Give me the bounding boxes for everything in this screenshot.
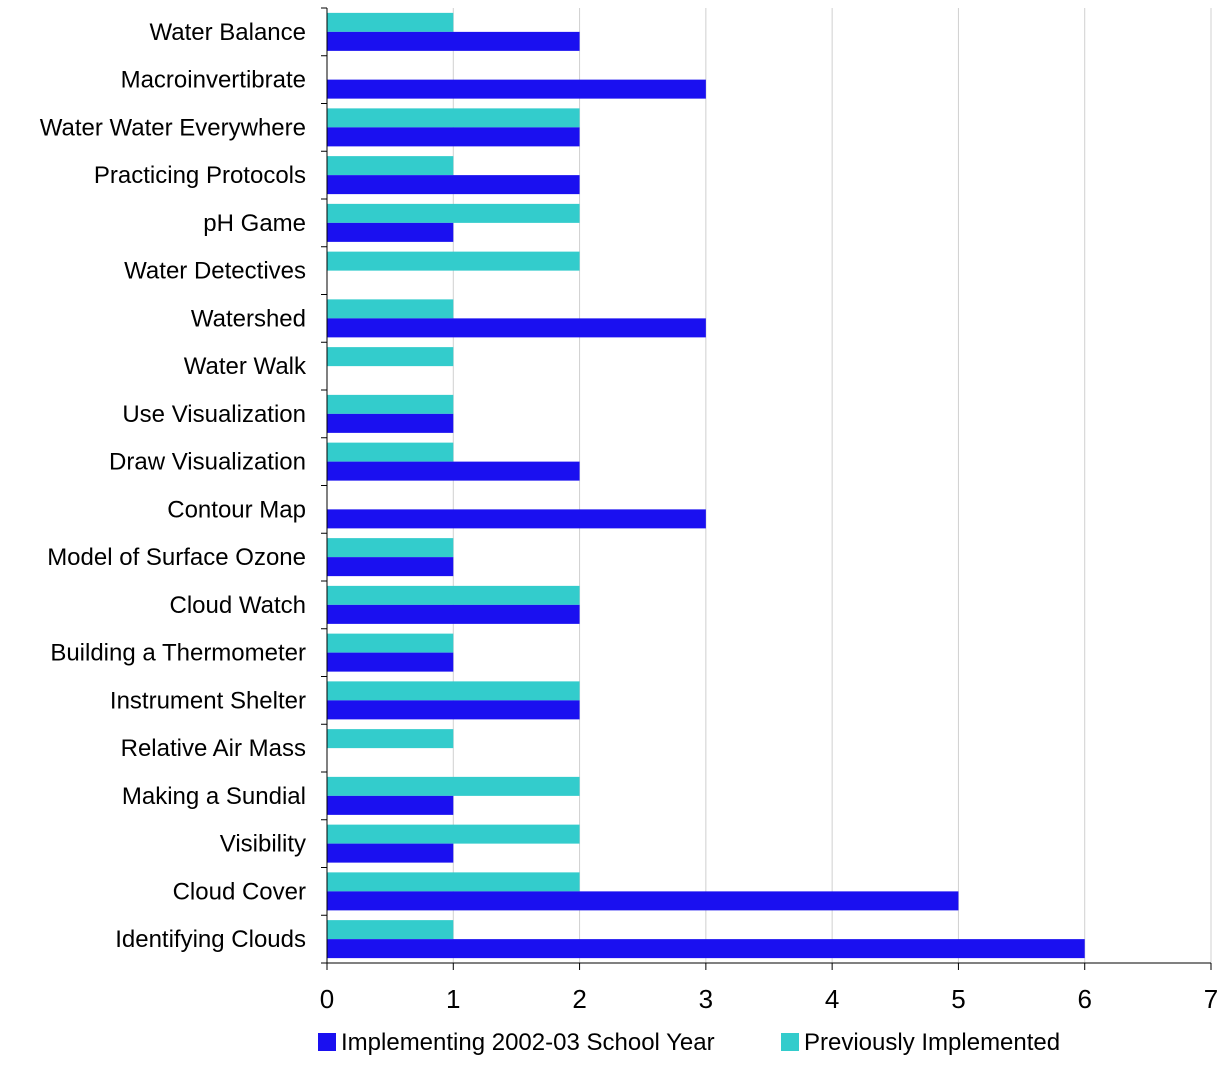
x-tick-labels: 0 1 2 3 4 5 6 7	[320, 984, 1218, 1014]
bar-previously-implemented	[327, 920, 454, 940]
bar-previously-implemented	[327, 299, 454, 319]
bars	[327, 12, 1085, 959]
legend-label: Implementing 2002-03 School Year	[341, 1029, 715, 1056]
bar-implementing-2002-03	[327, 222, 454, 242]
category-label: Water Water Everywhere	[40, 114, 306, 141]
category-label: Relative Air Mass	[121, 735, 306, 762]
bar-implementing-2002-03	[327, 795, 454, 815]
category-label: Building a Thermometer	[50, 640, 306, 667]
category-label: Use Visualization	[122, 401, 306, 428]
bar-previously-implemented	[327, 12, 454, 32]
bar-previously-implemented	[327, 394, 454, 414]
bar-implementing-2002-03	[327, 127, 580, 147]
category-label: Making a Sundial	[122, 783, 306, 810]
axes	[321, 7, 1212, 970]
category-label: Draw Visualization	[109, 449, 306, 476]
bar-implementing-2002-03	[327, 79, 706, 99]
x-tick-label: 0	[320, 984, 334, 1014]
category-label: Identifying Clouds	[115, 926, 306, 953]
bar-implementing-2002-03	[327, 843, 454, 863]
bar-implementing-2002-03	[327, 939, 1085, 959]
x-tick-label: 5	[951, 984, 965, 1014]
bar-previously-implemented	[327, 633, 454, 653]
x-tick-label: 3	[699, 984, 713, 1014]
category-label: Macroinvertibrate	[121, 67, 306, 94]
bar-implementing-2002-03	[327, 413, 454, 433]
bar-previously-implemented	[327, 776, 580, 796]
legend-swatch	[781, 1033, 799, 1051]
bar-previously-implemented	[327, 538, 454, 558]
x-tick-label: 7	[1204, 984, 1218, 1014]
bar-implementing-2002-03	[327, 700, 580, 720]
bar-implementing-2002-03	[327, 509, 706, 529]
bar-previously-implemented	[327, 347, 454, 367]
category-label: Watershed	[191, 305, 306, 332]
category-labels: Water Balance Macroinvertibrate Water Wate…	[40, 19, 307, 953]
category-label: Instrument Shelter	[110, 687, 306, 714]
legend: Implementing 2002-03 School Year Previous…	[318, 1029, 1060, 1056]
bar-previously-implemented	[327, 872, 580, 892]
bar-implementing-2002-03	[327, 318, 706, 338]
x-tick-label: 1	[446, 984, 460, 1014]
category-label: Water Balance	[149, 19, 306, 46]
category-label: Model of Surface Ozone	[47, 544, 306, 571]
category-label: Water Detectives	[124, 258, 306, 285]
x-tick-label: 4	[825, 984, 839, 1014]
bar-implementing-2002-03	[327, 175, 580, 195]
x-tick-label: 2	[572, 984, 586, 1014]
category-label: Cloud Watch	[170, 592, 307, 619]
category-label: Contour Map	[167, 496, 306, 523]
bar-previously-implemented	[327, 251, 580, 271]
bar-previously-implemented	[327, 203, 580, 223]
category-label: Cloud Cover	[173, 878, 306, 905]
bar-implementing-2002-03	[327, 652, 454, 672]
bar-implementing-2002-03	[327, 604, 580, 624]
bar-previously-implemented	[327, 681, 580, 701]
bar-implementing-2002-03	[327, 557, 454, 577]
category-label: pH Game	[203, 210, 306, 237]
bar-previously-implemented	[327, 156, 454, 176]
bar-previously-implemented	[327, 585, 580, 605]
gridlines	[452, 8, 1212, 963]
legend-label: Previously Implemented	[804, 1029, 1060, 1056]
bar-previously-implemented	[327, 108, 580, 128]
bar-previously-implemented	[327, 729, 454, 749]
x-tick-label: 6	[1077, 984, 1091, 1014]
category-label: Water Walk	[184, 353, 307, 380]
category-label: Visibility	[220, 831, 306, 858]
bar-implementing-2002-03	[327, 461, 580, 481]
bar-implementing-2002-03	[327, 891, 959, 911]
bar-previously-implemented	[327, 442, 454, 462]
bar-previously-implemented	[327, 824, 580, 844]
legend-swatch	[318, 1033, 336, 1051]
bar-implementing-2002-03	[327, 31, 580, 51]
category-label: Practicing Protocols	[94, 162, 306, 189]
